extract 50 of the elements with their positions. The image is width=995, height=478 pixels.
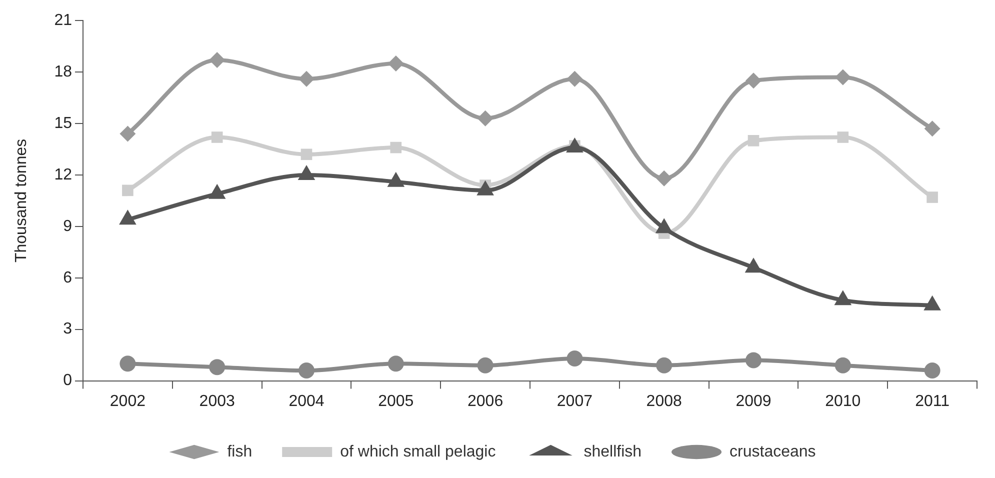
point bbox=[748, 135, 760, 146]
point bbox=[566, 70, 583, 87]
x-tick-label: 2006 bbox=[468, 392, 504, 410]
point bbox=[390, 142, 402, 154]
y-tick-label: 21 bbox=[54, 12, 72, 30]
x-tick-label: 2008 bbox=[646, 392, 682, 410]
point bbox=[298, 362, 314, 379]
point bbox=[388, 55, 404, 72]
point bbox=[211, 132, 223, 143]
x-tick-label: 2002 bbox=[110, 392, 146, 410]
point bbox=[300, 148, 312, 160]
point bbox=[566, 350, 583, 366]
point bbox=[209, 359, 226, 376]
y-tick-label: 15 bbox=[54, 114, 72, 132]
point bbox=[926, 192, 938, 203]
point bbox=[656, 357, 672, 374]
y-tick-label: 18 bbox=[54, 63, 72, 80]
legend-label: crustaceans bbox=[730, 443, 816, 460]
x-tick-label: 2010 bbox=[825, 392, 861, 410]
y-tick-label: 12 bbox=[54, 166, 72, 184]
legend-label: of which small pelagic bbox=[340, 443, 496, 460]
point bbox=[746, 72, 762, 89]
x-tick-label: 2004 bbox=[288, 392, 324, 410]
point bbox=[388, 356, 404, 372]
y-axis-title: Thousand tonnes bbox=[13, 138, 30, 263]
y-tick-label: 9 bbox=[63, 218, 72, 235]
legend-label: fish bbox=[227, 443, 252, 460]
point bbox=[656, 170, 672, 186]
point bbox=[477, 110, 494, 126]
point bbox=[837, 132, 849, 143]
y-tick-label: 0 bbox=[63, 372, 72, 390]
point bbox=[122, 184, 134, 196]
point bbox=[924, 362, 940, 379]
point bbox=[120, 356, 136, 372]
y-tick-label: 6 bbox=[63, 269, 72, 286]
x-tick-label: 2011 bbox=[915, 392, 950, 410]
point bbox=[924, 120, 940, 137]
point bbox=[477, 357, 494, 374]
point bbox=[298, 70, 314, 87]
x-tick-label: 2009 bbox=[736, 392, 772, 410]
point bbox=[120, 126, 136, 142]
legend-label: shellfish bbox=[584, 443, 642, 460]
y-tick-label: 3 bbox=[63, 320, 72, 338]
x-tick-label: 2005 bbox=[378, 392, 414, 410]
point bbox=[746, 352, 762, 368]
point bbox=[209, 52, 226, 68]
x-tick-label: 2003 bbox=[199, 392, 235, 410]
point bbox=[834, 69, 851, 86]
point bbox=[834, 357, 851, 374]
x-tick-label: 2007 bbox=[556, 392, 593, 410]
